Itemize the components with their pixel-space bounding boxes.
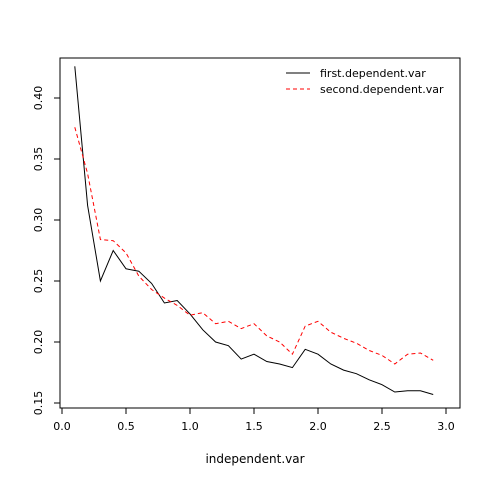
x-tick-label: 2.0 <box>309 420 327 433</box>
y-tick-label: 0.40 <box>32 86 45 111</box>
x-tick-label: 3.0 <box>437 420 455 433</box>
y-axis: 0.15 0.20 0.25 0.30 0.35 0.40 <box>32 86 61 416</box>
legend-label-second: second.dependent.var <box>320 83 444 96</box>
x-tick-label: 0.5 <box>117 420 135 433</box>
y-tick-label: 0.35 <box>32 147 45 172</box>
series-layer <box>74 66 434 395</box>
legend-label-first: first.dependent.var <box>320 67 426 80</box>
y-tick-label: 0.20 <box>32 330 45 355</box>
y-tick-label: 0.15 <box>32 391 45 416</box>
series-line-second <box>74 127 434 365</box>
x-tick-label: 0.0 <box>53 420 71 433</box>
legend: first.dependent.var second.dependent.var <box>286 67 444 96</box>
y-tick-label: 0.30 <box>32 208 45 233</box>
x-tick-label: 1.0 <box>181 420 199 433</box>
x-tick-label: 2.5 <box>373 420 391 433</box>
x-axis-title: independent.var <box>205 452 304 466</box>
x-tick-label: 1.5 <box>245 420 263 433</box>
series-line-first <box>74 66 434 395</box>
x-axis: 0.0 0.5 1.0 1.5 2.0 2.5 3.0 <box>53 407 455 433</box>
plot-frame <box>59 57 461 409</box>
y-tick-label: 0.25 <box>32 269 45 294</box>
